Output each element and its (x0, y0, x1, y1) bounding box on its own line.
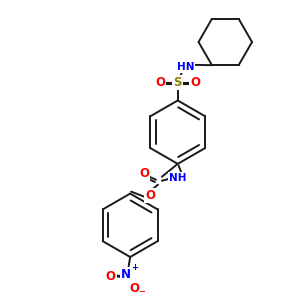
Text: O: O (145, 189, 155, 202)
Text: S: S (173, 76, 182, 89)
Text: O: O (129, 282, 139, 295)
Text: O: O (139, 167, 149, 180)
Text: O: O (190, 76, 201, 89)
Text: HN: HN (177, 62, 194, 72)
Text: N: N (121, 268, 131, 281)
Text: O: O (155, 76, 165, 89)
Text: NH: NH (169, 173, 187, 183)
Text: O: O (139, 167, 149, 180)
Text: O: O (190, 76, 201, 89)
Text: NH: NH (169, 173, 187, 183)
Text: +: + (131, 263, 138, 272)
Text: N: N (121, 268, 131, 281)
Text: O: O (155, 76, 165, 89)
Text: −: − (138, 287, 145, 296)
Text: HN: HN (177, 62, 194, 72)
Text: O: O (145, 189, 155, 202)
Text: O: O (105, 270, 116, 283)
Text: O: O (105, 270, 116, 283)
Text: O: O (129, 282, 139, 295)
Text: S: S (173, 76, 182, 89)
